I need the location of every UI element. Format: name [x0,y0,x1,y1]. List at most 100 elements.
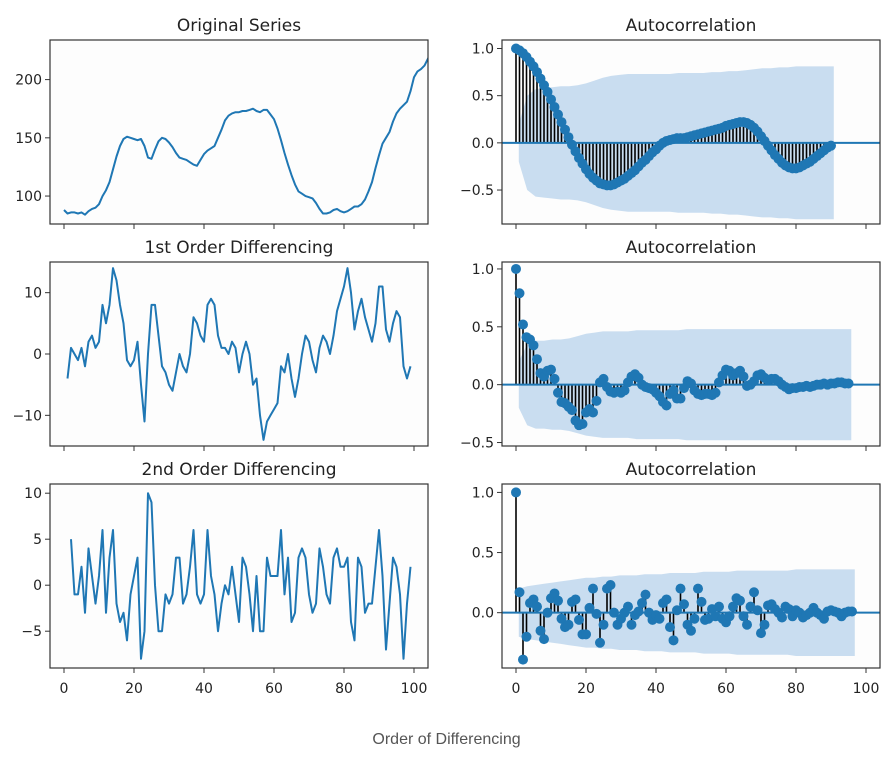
acf-marker [518,319,528,330]
subplot-4: Autocorrelation −0.5 0.0 0.5 1.0 [460,16,881,229]
acf-marker [826,140,836,151]
axes-frame [501,483,881,669]
acf-marker [598,373,609,384]
acf-marker [675,583,686,594]
acf-marker [672,605,682,616]
plot-area [50,262,428,446]
subplot-title: Autocorrelation [626,238,757,258]
acf-marker [735,595,745,606]
acf-marker [535,625,546,636]
acf-marker [591,608,602,619]
acf-marker [553,595,563,606]
plot-content [502,43,880,220]
acf-marker [532,354,542,365]
x-tick-label: 100 [853,681,880,697]
y-tick-label: 0.0 [472,136,494,152]
y-tick-label: 0.0 [472,606,494,622]
acf-marker [574,614,584,625]
acf-marker [679,599,689,610]
x-tick-label: 20 [577,681,595,697]
y-tick-label: 1.0 [472,485,494,501]
acf-marker [553,109,563,120]
acf-marker [686,625,696,636]
y-tick-label: −5 [21,624,42,640]
acf-marker [546,364,556,375]
acf-marker [521,631,532,642]
x-tick-label: 80 [787,681,805,697]
acf-marker [549,101,560,112]
acf-marker [609,607,619,618]
x-tick-label: 0 [60,681,69,697]
acf-marker [591,395,602,406]
y-tick-label: 10 [24,486,42,502]
acf-marker [738,371,749,382]
acf-marker [724,611,735,622]
acf-marker [595,637,605,648]
acf-marker [759,619,770,630]
acf-marker [598,619,609,630]
acf-marker [637,598,647,609]
acf-marker [693,583,703,594]
acf-marker [654,613,665,624]
subplot-title: Original Series [177,16,301,36]
acf-marker [742,619,752,630]
acf-marker [514,288,525,299]
plot-content [66,267,412,441]
acf-marker [626,619,637,630]
x-tick-label: 60 [265,681,283,697]
acf-marker [511,263,521,274]
series-line [70,492,412,660]
subplot-5: Autocorrelation −0.5 0.0 0.5 1.0 [460,238,881,452]
y-tick-label: 150 [15,131,42,147]
acf-marker [528,340,539,351]
x-tick-label: 40 [647,681,665,697]
subplot-title: 1st Order Differencing [145,238,334,258]
acf-marker [847,606,857,617]
x-tick-label: 0 [512,681,521,697]
x-tick-label: 20 [125,681,143,697]
y-tick-label: 1.0 [472,41,494,57]
acf-marker [714,601,724,612]
acf-marker [546,94,556,105]
acf-marker [675,393,686,404]
x-tick-label: 80 [335,681,353,697]
acf-marker [588,407,598,418]
acf-marker [542,607,553,618]
acf-marker [668,385,679,396]
series-line [63,56,428,216]
acf-marker [756,628,766,639]
plot-content [63,56,428,216]
acf-marker [661,400,672,411]
acf-marker [843,378,854,389]
subplot-title: 2nd Order Differencing [142,460,337,480]
acf-marker [605,580,616,591]
y-tick-label: 5 [33,532,42,548]
figure-caption: Order of Differencing [372,731,521,748]
subplot-title: Autocorrelation [626,16,757,36]
plot-content [70,492,412,660]
x-tick-label: 40 [195,681,213,697]
acf-marker [549,373,560,384]
acf-marker [563,132,574,143]
y-tick-label: 0 [33,347,42,363]
acf-marker [560,124,570,135]
acf-marker [556,613,567,624]
acf-marker [556,117,567,128]
y-tick-label: 0 [33,578,42,594]
acf-marker [584,602,595,613]
acf-marker [588,583,598,594]
axes-frame [49,483,429,669]
acf-marker [542,86,553,97]
acf-marker [661,594,672,605]
acf-marker [619,385,630,396]
y-tick-label: 100 [15,189,42,205]
y-tick-label: 0.5 [472,546,494,562]
acf-marker [689,613,700,624]
plot-area [50,484,428,668]
acf-marker [623,601,633,612]
subplot-title: Autocorrelation [626,460,757,480]
acf-marker [514,587,525,598]
y-tick-label: 1.0 [472,262,494,278]
acf-marker [532,601,542,612]
